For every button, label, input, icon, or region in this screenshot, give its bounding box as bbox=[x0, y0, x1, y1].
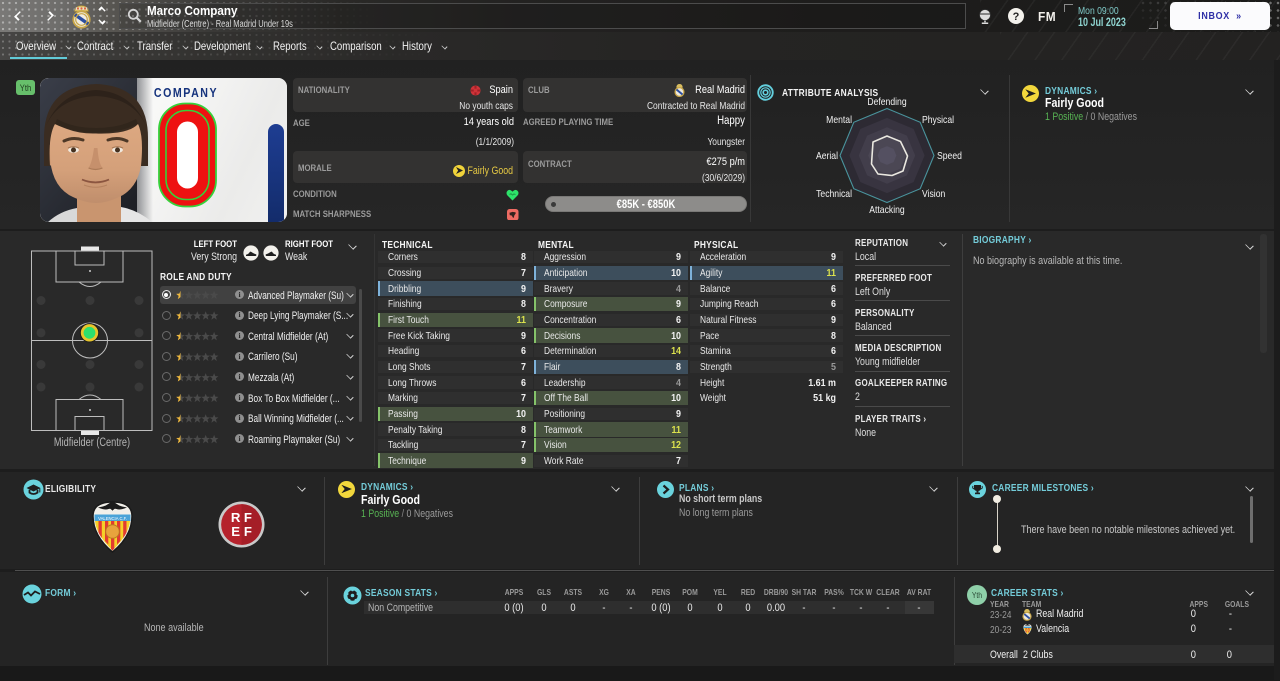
svg-text:F: F bbox=[243, 510, 251, 525]
svg-text:F: F bbox=[243, 523, 251, 538]
svg-text:R: R bbox=[230, 510, 240, 525]
svg-text:E: E bbox=[231, 523, 240, 538]
svg-text:VALENCIA C.F.: VALENCIA C.F. bbox=[98, 516, 127, 521]
